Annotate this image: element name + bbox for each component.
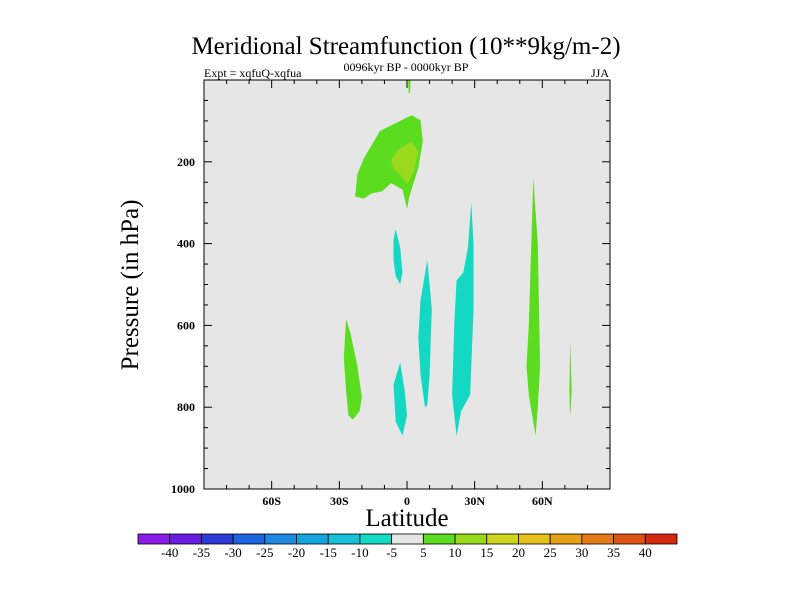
colorbar-swatch <box>264 533 297 545</box>
region-sh-lower-positive <box>343 319 362 420</box>
colorbar-swatch <box>581 533 614 545</box>
colorbar-label: -5 <box>386 545 397 560</box>
x-tick-label: 30N <box>464 494 485 508</box>
colorbar-label: -30 <box>224 545 241 560</box>
region-57n-positive <box>526 178 541 436</box>
x-tick-label: 60S <box>262 494 281 508</box>
colorbar-swatch <box>359 533 393 545</box>
colorbar-swatch <box>296 533 329 545</box>
experiment-label: Expt = xqfuQ-xqfua <box>204 66 302 80</box>
region-upper-positive <box>355 115 423 209</box>
y-tick-label: 800 <box>177 400 195 414</box>
contour-regions <box>343 80 572 436</box>
region-25n-negative <box>452 202 474 436</box>
colorbar-swatch <box>644 533 678 545</box>
colorbar-label: 5 <box>420 545 427 560</box>
colorbar-label: -25 <box>256 545 273 560</box>
colorbar-swatch <box>518 533 551 545</box>
colorbar-label: -35 <box>193 545 210 560</box>
colorbar-swatch <box>549 533 583 545</box>
colorbar-swatch <box>232 533 266 545</box>
colorbar-label: 30 <box>575 545 588 560</box>
season-label: JJA <box>591 66 609 80</box>
region-73n-positive <box>569 341 572 414</box>
colorbar-label: 25 <box>544 545 557 560</box>
y-tick-label: 400 <box>177 237 195 251</box>
y-axis-label: Pressure (in hPa) <box>117 200 144 371</box>
colorbar: -40 -35 -30 -25 -20 -15 -10 -5 5 10 15 20 25 30 35 40 <box>137 533 678 560</box>
colorbar-label: -10 <box>351 545 368 560</box>
colorbar-label: 15 <box>480 545 493 560</box>
colorbar-swatch <box>201 533 234 545</box>
chart-title: Meridional Streamfunction (10**9kg/m-2) <box>191 33 620 60</box>
region-eq-lower-negative <box>393 362 407 436</box>
axis-ticks: 60S 30S 0 30N 60N 200 400 600 800 1000 <box>171 80 610 508</box>
colorbar-swatch <box>169 533 202 545</box>
colorbar-label: 40 <box>639 545 652 560</box>
y-tick-label: 200 <box>177 155 195 169</box>
x-tick-label: 60N <box>532 494 553 508</box>
region-upper-core <box>391 141 419 185</box>
x-axis-label: Latitude <box>365 505 448 532</box>
colorbar-swatch <box>613 533 646 545</box>
colorbar-label: -20 <box>288 545 305 560</box>
colorbar-swatch <box>327 533 361 545</box>
colorbar-label: -15 <box>320 545 337 560</box>
region-eq-upper-negative <box>393 229 403 285</box>
colorbar-label: 35 <box>607 545 620 560</box>
colorbar-swatch <box>454 533 488 545</box>
y-tick-label: 600 <box>177 318 195 332</box>
colorbar-swatch <box>391 533 424 545</box>
x-tick-label: 30S <box>330 494 349 508</box>
period-label: 0096kyr BP - 0000kyr BP <box>344 60 469 74</box>
colorbar-swatch <box>137 533 171 545</box>
colorbar-label: -40 <box>161 545 178 560</box>
region-5n-negative <box>418 260 432 408</box>
x-tick-label: 0 <box>404 494 410 508</box>
colorbar-swatch <box>486 533 519 545</box>
region-top-sliver <box>408 80 411 94</box>
colorbar-label: 10 <box>449 545 462 560</box>
colorbar-label: 20 <box>512 545 525 560</box>
y-tick-label: 1000 <box>171 482 195 496</box>
colorbar-swatch <box>422 533 456 545</box>
